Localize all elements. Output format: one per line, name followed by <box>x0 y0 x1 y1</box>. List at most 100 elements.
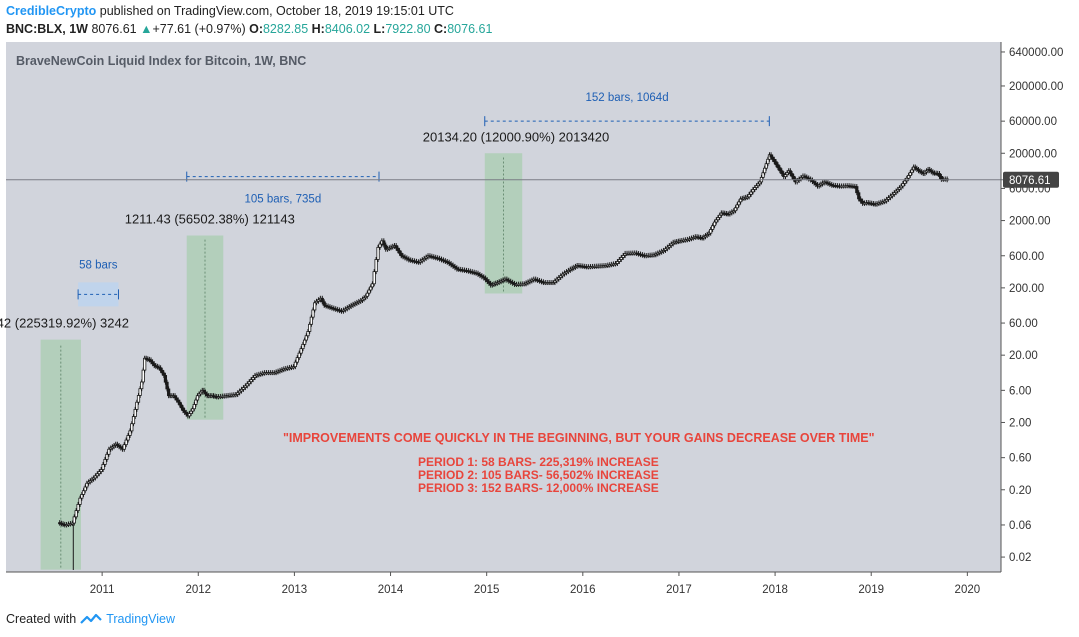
candle <box>418 260 422 263</box>
close-label: C: <box>434 22 448 36</box>
candle <box>74 510 78 518</box>
footer: Created with TradingView <box>6 612 175 626</box>
candle <box>908 172 912 176</box>
candle <box>99 469 103 473</box>
candle <box>303 339 307 345</box>
period-annotation-1: PERIOD 1: 58 BARS- 225,319% INCREASE <box>418 455 659 469</box>
candle <box>143 357 147 371</box>
candle <box>901 183 905 187</box>
plot-area[interactable] <box>6 42 1001 572</box>
y-tick-label: 20000.00 <box>1009 148 1057 160</box>
candle <box>561 273 565 277</box>
measure-box-label-2: 1211.43 (56502.38%) 121143 <box>125 211 295 226</box>
y-axis: 0.02 0.06 0.20 0.60 2.00 6.00 20.00 60.00 200.00… <box>1000 42 1063 572</box>
last-price: 8076.61 <box>91 22 137 36</box>
range-markers: 58 bars 105 bars, 735d 152 bars, 1064d <box>77 92 770 307</box>
y-tick-label: 0.02 <box>1009 552 1031 564</box>
candle <box>860 200 865 204</box>
candle <box>707 232 711 235</box>
candle <box>780 170 784 175</box>
candle <box>621 255 625 258</box>
candle <box>735 204 739 209</box>
candle <box>613 263 618 266</box>
y-tick-label: 0.20 <box>1009 485 1031 497</box>
y-tick-label: 600.00 <box>1009 251 1044 263</box>
candle <box>772 158 776 163</box>
candle <box>399 252 403 257</box>
candle <box>420 259 424 262</box>
candle <box>403 256 407 259</box>
candle <box>295 357 299 363</box>
published-info: published on TradingView.com, October 18… <box>99 4 454 18</box>
created-with-label: Created with <box>6 612 77 626</box>
candle <box>95 473 99 477</box>
candle <box>749 191 753 195</box>
x-tick-label: 2019 <box>858 584 884 596</box>
candle <box>551 282 555 285</box>
candle <box>737 201 741 206</box>
y-tick-label: 60.00 <box>1009 318 1038 330</box>
candle <box>405 257 409 260</box>
tradingview-logo-icon <box>80 613 102 624</box>
candle <box>195 395 200 401</box>
candle <box>665 246 670 250</box>
candle <box>883 200 887 203</box>
candle <box>179 404 184 409</box>
candle <box>85 482 89 488</box>
author-name[interactable]: CredibleCrypto <box>6 4 97 18</box>
candle <box>103 458 107 465</box>
y-tick-label: 200000.00 <box>1009 81 1063 93</box>
range-label-1: 58 bars <box>79 259 118 271</box>
candle <box>422 257 426 261</box>
candle <box>617 259 621 262</box>
candle <box>343 308 347 311</box>
candle <box>194 399 198 405</box>
candle <box>732 210 736 213</box>
measure-box-label-3: 20134.20 (12000.90%) 2013420 <box>423 129 610 144</box>
candle <box>107 448 111 455</box>
candle <box>76 504 80 512</box>
candle <box>251 377 255 380</box>
x-axis: 2011 2012 2013 2014 2015 2016 2017 2018 2019 2020 <box>6 571 1001 596</box>
candle <box>795 180 799 183</box>
candle <box>140 381 144 390</box>
candle <box>249 379 253 383</box>
range-label-3: 152 bars, 1064d <box>585 92 668 104</box>
current-price-label: 8076.61 <box>1009 175 1051 187</box>
y-tick-label: 20.00 <box>1009 350 1038 362</box>
candle <box>790 173 794 177</box>
change-value: +77.61 (+0.97%) <box>152 22 246 36</box>
candle <box>165 381 169 390</box>
candle <box>509 280 513 283</box>
candle <box>105 453 109 460</box>
low-label: L: <box>373 22 386 36</box>
candle <box>562 272 567 275</box>
candle <box>192 403 196 410</box>
candle <box>709 229 713 234</box>
y-tick-label: 0.60 <box>1009 453 1031 465</box>
candle <box>80 494 84 499</box>
candle <box>293 361 297 368</box>
candle <box>892 192 896 195</box>
candle <box>884 198 889 202</box>
candle <box>788 170 792 174</box>
x-tick-label: 2015 <box>474 584 500 596</box>
tradingview-link[interactable]: TradingView <box>106 612 175 626</box>
candle <box>314 300 319 304</box>
candle <box>478 274 482 277</box>
candle <box>407 258 411 261</box>
candle <box>378 243 382 248</box>
y-tick-label: 0.06 <box>1009 520 1031 532</box>
candle <box>135 401 139 410</box>
candle <box>799 177 803 180</box>
high-value: 8406.02 <box>324 22 371 36</box>
candle <box>384 244 388 250</box>
candle <box>92 477 96 480</box>
candle <box>807 177 811 180</box>
candle <box>130 423 134 432</box>
period-annotation-2: PERIOD 2: 105 BARS- 56,502% INCREASE <box>418 468 659 482</box>
candle <box>370 283 374 288</box>
candle <box>778 167 782 172</box>
candle <box>903 180 907 184</box>
